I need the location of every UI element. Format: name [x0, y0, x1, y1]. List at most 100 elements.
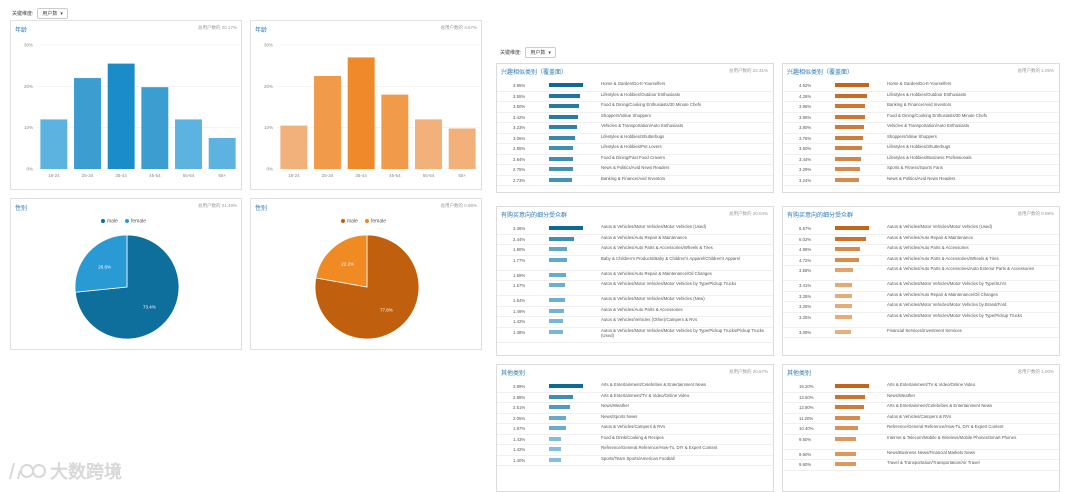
row-divider [783, 280, 1059, 281]
row-label: Autos & Vehicles/Motor Vehicles/Motor Ve… [601, 296, 705, 301]
card-meta: 总用户数的 20.17% [197, 25, 237, 30]
age-bar [415, 119, 442, 169]
row-divider [497, 444, 773, 445]
row-divider [783, 233, 1059, 235]
table-row: 3.24% News & Politics/Avid News Readers [783, 175, 1059, 186]
row-percent: 1.40% [513, 457, 526, 463]
row-bar [549, 283, 565, 287]
section-meta: 总用户数的 20.67% [728, 369, 768, 374]
table-row: 1.42% Autos & Vehicles/Vehicles (Other)/C… [497, 316, 773, 327]
row-bar [835, 405, 864, 409]
row-label: Autos & Vehicles/Motor Vehicles/Motor Ve… [601, 281, 737, 286]
row-percent: 3.42% [513, 114, 526, 120]
table-row: 3.95% Food & Dining/Cooking Enthusiasts/3… [783, 112, 1059, 123]
table-row: 4.52% Home & Garden/Do-It-Yourselfers [783, 80, 1059, 91]
table-row: 6.67% Autos & Vehicles/Motor Vehicles/Mot… [783, 223, 1059, 234]
row-label: Lifestyles & Hobbies/Shutterbugs [887, 144, 951, 149]
row-percent: 1.97% [513, 426, 526, 431]
row-percent: 1.80% [513, 247, 526, 252]
row-bar [835, 247, 860, 251]
row-percent: 3.50% [513, 104, 526, 109]
age-chart: 30% 20% 10% 0% 18-24 25-34 35-44 45-54 55-64 65+ [264, 43, 479, 178]
row-bar [835, 114, 865, 119]
row-label: Lifestyles & Hobbies/Outdoor Enthusiasts [601, 91, 681, 97]
row-divider [497, 122, 773, 123]
row-label: Financial Services/Investment Services [887, 327, 962, 333]
row-bar [549, 226, 583, 230]
row-divider [783, 448, 1059, 450]
row-label: Autos & Vehicles/Vehicles (Other)/Camper… [601, 317, 698, 322]
row-divider [497, 90, 773, 92]
row-bar [549, 257, 568, 262]
section-title: 兴趣相似类别（覆盖面） [787, 70, 854, 76]
row-divider [783, 402, 1059, 403]
dimension-select[interactable]: 用户数 ▾ [525, 47, 556, 58]
row-percent: 3.95% [799, 114, 812, 120]
row-divider [783, 423, 1059, 424]
table-row: 9.60% Travel & Transportation/Transportat… [783, 459, 1059, 470]
row-label: Autos & Vehicles/Auto Parts & Accessorie… [601, 306, 683, 312]
x-tick-label: 65+ [458, 173, 466, 178]
row-percent: 9.60% [799, 436, 812, 442]
row-percent: 3.80% [799, 125, 812, 130]
row-divider [783, 122, 1059, 123]
section-title: 其他类别 [501, 371, 526, 377]
row-bar [549, 247, 568, 251]
x-tick-label: 25-34 [82, 173, 94, 178]
row-bar [835, 394, 866, 399]
row-divider [497, 433, 773, 435]
table-row: 3.25% Autos & Vehicles/Motor Vehicles/Mot… [783, 301, 1059, 312]
table-row: 3.99% Arts & Entertainment/Celebrities & … [497, 381, 773, 392]
dimension-select[interactable]: 用户数 ▾ [37, 8, 68, 19]
age-bar [74, 78, 101, 169]
row-percent: 3.06% [513, 135, 526, 141]
table-row: 1.69% Autos & Vehicles/Auto Repair & Main… [497, 270, 773, 281]
row-percent: 1.69% [513, 272, 526, 278]
row-bar [549, 319, 564, 323]
row-divider [497, 295, 773, 296]
row-bar [835, 283, 853, 287]
row-divider [783, 412, 1059, 414]
row-percent: 3.95% [513, 83, 526, 88]
row-divider [783, 143, 1059, 144]
row-percent: 3.58% [799, 268, 812, 273]
row-divider [783, 265, 1059, 266]
row-bar [549, 298, 565, 302]
card-title: 性别 [15, 206, 28, 212]
row-divider [783, 301, 1059, 302]
row-bar [549, 177, 573, 182]
y-tick-label: 20% [24, 84, 33, 89]
row-divider [497, 305, 773, 307]
x-tick-label: 25-34 [322, 173, 334, 178]
legend-label: male [347, 219, 358, 225]
table-row: 3.25% Autos & Vehicles/Auto Repair & Main… [783, 291, 1059, 302]
table-row: 3.80% Vehicles & Transportation/Auto Enth… [783, 122, 1059, 133]
row-bar [549, 93, 580, 98]
row-label: Autos & Vehicles/Auto Repair & Maintenan… [601, 270, 712, 276]
watermark-logo-icon [9, 462, 46, 480]
pie-slice [74, 234, 128, 293]
row-divider [497, 326, 773, 328]
y-tick-label: 0% [266, 167, 273, 172]
row-bar [835, 426, 859, 430]
age-bar [40, 119, 68, 169]
table-row: 1.42% Reference/General Reference/How-To,… [497, 444, 773, 455]
pie-label: 73.4% [143, 305, 156, 310]
gender-card: 性别 总用户数的 0.98% male female 77.8% 22.2% [250, 198, 482, 350]
row-bar [549, 83, 583, 87]
in-market-section: 有购买意向的细分受众群 总用户数的 0.98% 6.67% Autos & Vehic… [782, 206, 1060, 356]
row-bar [835, 415, 861, 420]
x-tick-label: 18-24 [288, 173, 300, 178]
table-row: 1.97% Autos & Vehicles/Campers & RVs [497, 423, 773, 434]
row-label: Food & Dining/Cooking Enthusiasts/30 Min… [601, 102, 702, 107]
table-row: 3.41% Autos & Vehicles/Motor Vehicles/Mot… [783, 280, 1059, 291]
row-bar [549, 156, 574, 161]
row-percent: 1.43% [513, 436, 526, 442]
row-label: News & Politics/Avid News Readers [601, 165, 670, 170]
row-divider [783, 90, 1059, 92]
table-row: 3.29% Sports & Fitness/Sports Fans [783, 164, 1059, 175]
row-bar [835, 293, 852, 298]
row-label: News & Politics/Avid News Readers [887, 175, 956, 181]
row-label: Autos & Vehicles/Motor Vehicles/Motor Ve… [887, 224, 993, 229]
row-label: Food & Dining/Cooking Enthusiasts/30 Min… [887, 112, 988, 118]
